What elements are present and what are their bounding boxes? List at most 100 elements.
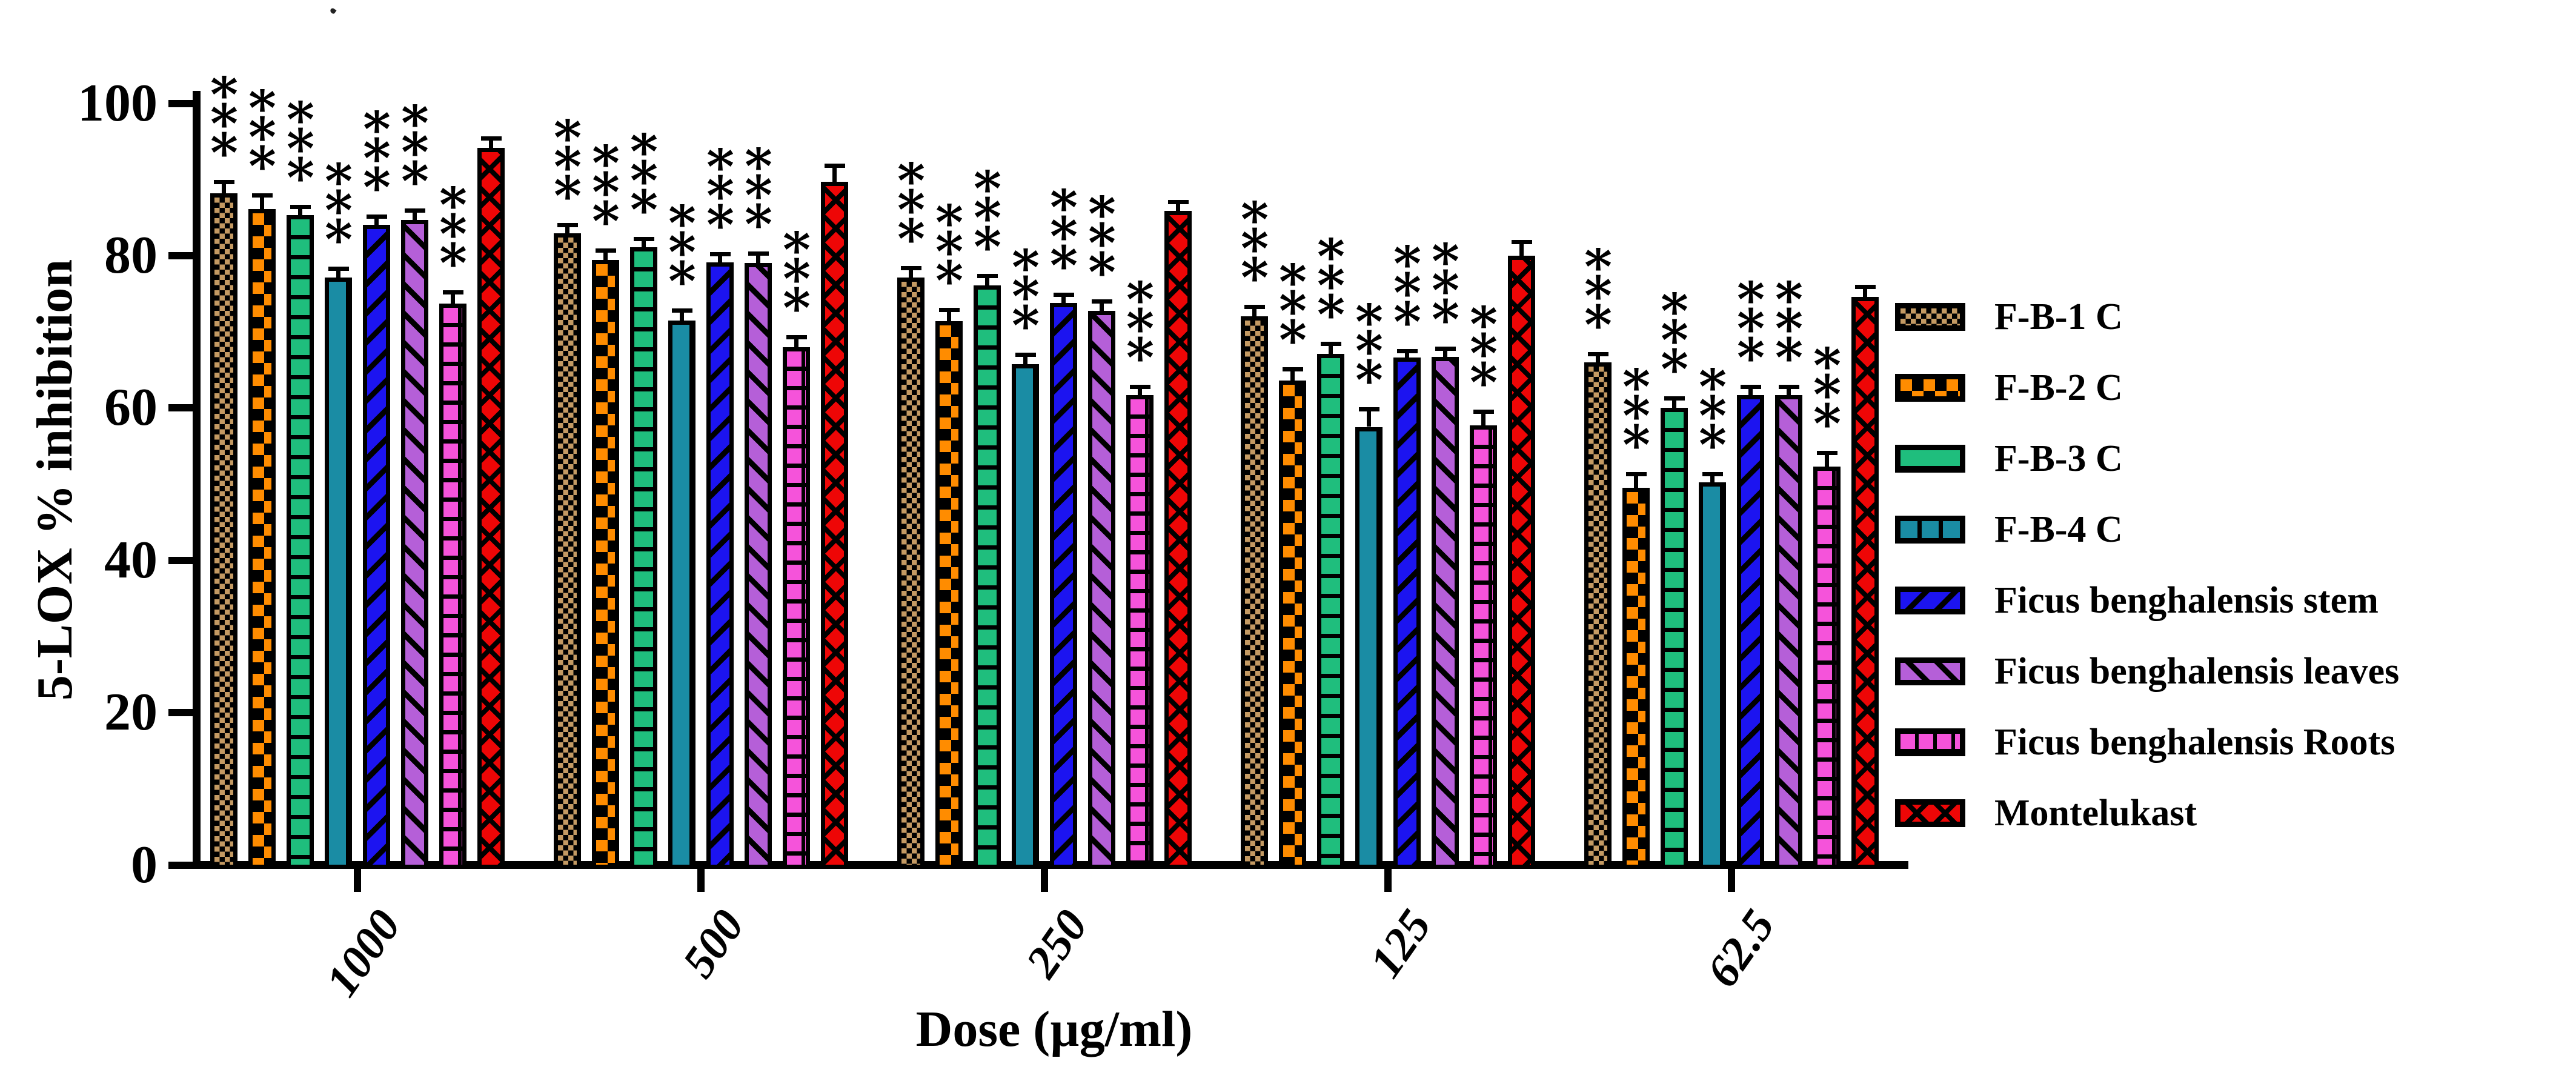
stars-glyphs: *** (668, 191, 695, 313)
error-bar-stem (260, 198, 264, 209)
error-bar-cap (251, 193, 273, 198)
y-tick-mark (168, 404, 193, 412)
error-bar-stem (374, 219, 379, 225)
legend-item-ficus-benghalensis-stem: Ficus benghalensis stem (1895, 582, 2378, 619)
error-bar-stem (909, 270, 913, 278)
x-tick-mark (354, 869, 361, 892)
svg-text:*: * (1622, 384, 1650, 447)
svg-text:*: * (362, 156, 390, 213)
bar-ficus-benghalensis-roots-250 (1126, 394, 1154, 869)
legend-label-ficus-benghalensis-leaves: Ficus benghalensis leaves (1994, 651, 2400, 692)
bar-ficus-benghalensis-leaves-250 (1088, 311, 1115, 869)
error-bar-stem (947, 311, 951, 321)
significance-stars: * * * (1734, 268, 1768, 389)
error-bar-stem (1138, 388, 1142, 395)
bar-f-b-4-c-1000 (325, 278, 352, 869)
svg-text:*: * (286, 146, 314, 204)
error-bar-cap (1854, 284, 1876, 289)
svg-text:*: * (629, 149, 657, 212)
significance-stars: * * * (1238, 188, 1272, 309)
svg-text:*: * (1774, 297, 1802, 360)
stars-glyphs: *** (400, 91, 428, 213)
error-bar-cap (1740, 384, 1761, 389)
stars-glyphs: *** (1698, 355, 1726, 476)
error-bar-cap (1320, 342, 1341, 347)
error-bar-stem (1176, 204, 1180, 211)
error-bar-cap (1282, 367, 1303, 371)
legend-swatch-ficus-benghalensis-roots (1895, 728, 1965, 756)
stars-glyphs: *** (591, 131, 619, 253)
y-tick-label: 0 (131, 835, 158, 894)
svg-text:*: * (591, 190, 619, 247)
significance-stars: * * * (1581, 235, 1615, 356)
svg-text:*: * (1736, 326, 1764, 384)
svg-text:*: * (629, 178, 657, 236)
significance-stars: * * * (1123, 268, 1157, 389)
error-bar-stem (1023, 356, 1027, 365)
bar-ficus-benghalensis-stem-125 (1393, 358, 1421, 869)
bar-ficus-benghalensis-leaves-500 (745, 263, 772, 869)
svg-text:*: * (1698, 384, 1726, 447)
significance-stars: * * * (360, 98, 394, 219)
bar-f-b-2-c-250 (935, 321, 963, 869)
bar-f-b-4-c-500 (668, 320, 695, 869)
stars-glyphs: *** (286, 88, 314, 209)
significance-stars: * * * (1047, 176, 1081, 297)
error-bar-cap (213, 179, 234, 184)
legend-item-f-b-3-c: F-B-3 C (1895, 440, 2123, 477)
svg-text:*: * (591, 161, 619, 224)
bar-f-b-3-c-500 (630, 247, 657, 869)
svg-text:*: * (1469, 351, 1497, 408)
legend-label-ficus-benghalensis-roots: Ficus benghalensis Roots (1994, 722, 2395, 763)
error-bar-cap (900, 265, 921, 270)
svg-text:*: * (1355, 319, 1383, 382)
error-bar-cap (1129, 384, 1150, 389)
significance-stars: * * * (1619, 355, 1653, 476)
legend-swatch-f-b-4-c (1895, 516, 1965, 544)
significance-stars: * * * (398, 91, 432, 213)
svg-text:*: * (668, 221, 695, 284)
error-bar-cap (366, 215, 387, 219)
x-axis-title: Dose (µg/ml) (915, 1001, 1193, 1057)
error-bar-stem (413, 213, 417, 220)
significance-stars: * * * (322, 150, 356, 271)
error-bar-cap (404, 208, 425, 213)
svg-text:*: * (744, 164, 772, 227)
svg-text:*: * (935, 220, 963, 283)
error-bar-cap (557, 223, 578, 228)
error-bar-cap (1664, 396, 1685, 401)
error-bar-stem (718, 256, 722, 262)
svg-text:*: * (897, 178, 925, 241)
y-tick-label: 20 (104, 683, 158, 742)
bar-ficus-benghalensis-leaves-62.5 (1775, 394, 1802, 869)
error-bar-stem (1100, 303, 1104, 311)
stars-glyphs: *** (1622, 355, 1650, 476)
svg-text:*: * (668, 250, 695, 307)
error-bar-cap (1053, 292, 1074, 297)
stars-glyphs: *** (1355, 290, 1383, 411)
stars-glyphs: *** (935, 191, 963, 312)
stars-glyphs: *** (210, 63, 237, 184)
error-bar-stem (1710, 476, 1715, 483)
bar-ficus-benghalensis-roots-62.5 (1813, 466, 1841, 869)
error-bar-stem (1367, 411, 1371, 427)
stars-glyphs: *** (706, 135, 734, 256)
svg-text:*: * (782, 276, 810, 334)
significance-stars: * * * (436, 173, 470, 294)
svg-text:*: * (1049, 234, 1077, 291)
error-bar-stem (1672, 400, 1676, 408)
svg-text:*: * (553, 164, 581, 222)
error-bar-cap (480, 136, 502, 141)
error-bar-stem (222, 184, 226, 193)
bar-f-b-2-c-125 (1279, 380, 1306, 869)
bar-f-b-3-c-250 (974, 285, 1001, 869)
error-bar-cap (709, 251, 731, 256)
stars-glyphs: *** (1431, 230, 1459, 351)
error-bar-cap (1091, 299, 1112, 304)
svg-text:*: * (1622, 413, 1650, 471)
significance-stars: * * * (742, 135, 775, 256)
legend-item-f-b-2-c: F-B-2 C (1895, 369, 2123, 407)
bar-ficus-benghalensis-roots-500 (783, 347, 810, 869)
error-bar-stem (1481, 414, 1486, 425)
stars-glyphs: *** (1049, 176, 1077, 297)
